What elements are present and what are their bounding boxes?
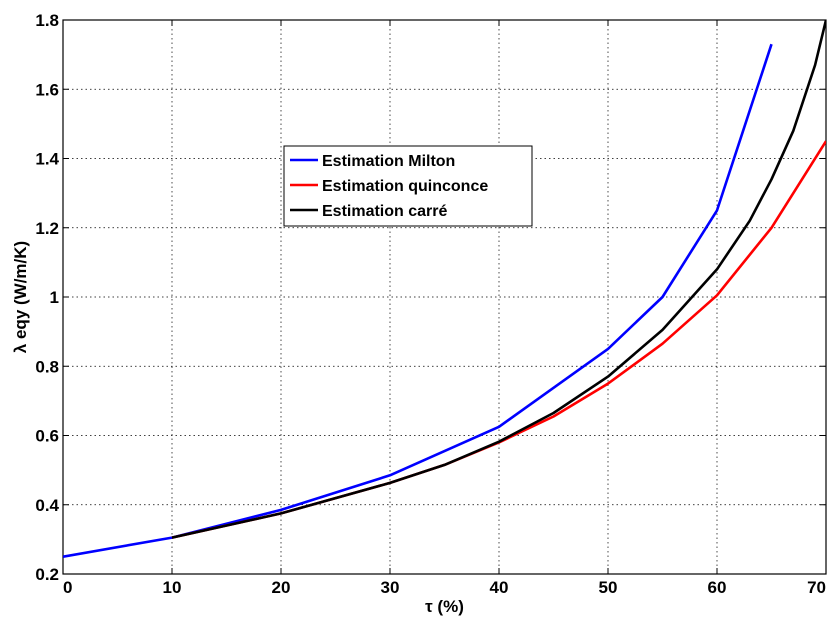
x-tick-label: 10 [163, 578, 182, 597]
x-tick-label: 70 [807, 578, 826, 597]
x-tick-label: 20 [272, 578, 291, 597]
x-tick-label: 60 [708, 578, 727, 597]
legend: Estimation Milton Estimation quinconce Est… [283, 145, 533, 227]
x-tick-label: 50 [599, 578, 618, 597]
grid [63, 20, 826, 574]
y-tick-label: 0.6 [35, 427, 59, 446]
x-tick-label: 0 [63, 578, 72, 597]
axis-ticks: 0 10 20 30 40 50 60 70 0.2 0.4 0.6 0.8 1 1.2 1.4 1.6 1.8 [35, 11, 827, 597]
y-tick-label: 1.2 [35, 219, 59, 238]
y-tick-label: 0.8 [35, 357, 59, 376]
y-tick-label: 1.8 [35, 11, 59, 30]
legend-label: Estimation carré [322, 203, 447, 220]
y-tick-label: 0.2 [35, 565, 59, 584]
y-tick-label: 1.6 [35, 80, 59, 99]
legend-box [283, 145, 533, 227]
x-tick-label: 30 [381, 578, 400, 597]
series-lines [63, 20, 826, 558]
x-tick-label: 40 [490, 578, 509, 597]
y-tick-label: 0.4 [35, 496, 59, 515]
series-line-1 [63, 43, 773, 558]
legend-label: Estimation Milton [322, 153, 455, 170]
y-axis-label: λ eqy (W/m/K) [11, 241, 30, 353]
series-line-3 [171, 20, 826, 539]
x-axis-label: τ (%) [425, 597, 464, 616]
y-tick-label: 1 [50, 288, 59, 307]
y-tick-label: 1.4 [35, 150, 59, 169]
legend-label: Estimation quinconce [322, 178, 488, 195]
